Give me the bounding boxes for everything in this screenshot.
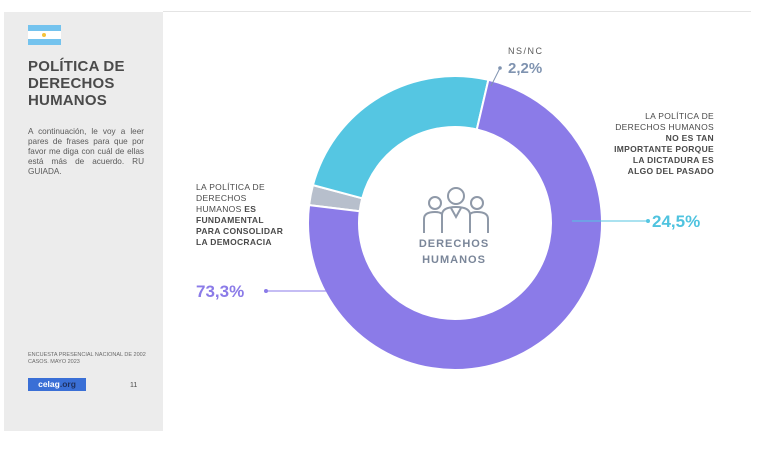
connector-right-dot bbox=[646, 219, 650, 223]
celag-logo: celag.org bbox=[28, 378, 86, 391]
label-fundamental-bold: ES FUNDAMENTAL PARA CONSOLIDAR LA DEMOCR… bbox=[196, 204, 284, 247]
value-nsnc: 2,2% bbox=[508, 60, 543, 77]
value-no-importante: 24,5% bbox=[652, 212, 701, 231]
label-fundamental-plain: LA POLÍTICA DE DERECHOS HUMANOS bbox=[196, 182, 265, 214]
source-note: ENCUESTA PRESENCIAL NACIONAL DE 2002 CAS… bbox=[28, 352, 146, 365]
logo-main: celag bbox=[38, 379, 60, 389]
page-number: 11 bbox=[130, 382, 138, 389]
label-fundamental: LA POLÍTICA DE DERECHOS HUMANOS ES FUNDA… bbox=[196, 182, 286, 248]
connector-left-dot bbox=[264, 289, 268, 293]
slice-fundamental bbox=[307, 78, 603, 371]
slice-no-importante bbox=[311, 75, 490, 200]
people-group-icon bbox=[423, 187, 489, 233]
center-title: DERECHOS HUMANOS bbox=[418, 238, 490, 266]
argentina-flag-icon bbox=[28, 25, 61, 45]
top-rule bbox=[163, 11, 751, 12]
logo-suffix: .org bbox=[59, 379, 76, 389]
connector-top-dot bbox=[498, 66, 502, 70]
label-no-importante: LA POLÍTICA DE DERECHOS HUMANOS NO ES TA… bbox=[608, 111, 714, 177]
value-fundamental: 73,3% bbox=[196, 282, 245, 301]
label-no-importante-bold: NO ES TAN IMPORTANTE PORQUE LA DICTADURA… bbox=[614, 133, 714, 176]
sidebar bbox=[4, 12, 163, 431]
intro-text: A continuación, le voy a leer pares de f… bbox=[28, 127, 144, 176]
page-title: POLÍTICA DE DERECHOS HUMANOS bbox=[28, 58, 125, 109]
label-no-importante-plain: LA POLÍTICA DE DERECHOS HUMANOS bbox=[615, 111, 714, 132]
connector-top bbox=[490, 67, 501, 87]
label-nsnc: NS/NC bbox=[508, 46, 544, 56]
